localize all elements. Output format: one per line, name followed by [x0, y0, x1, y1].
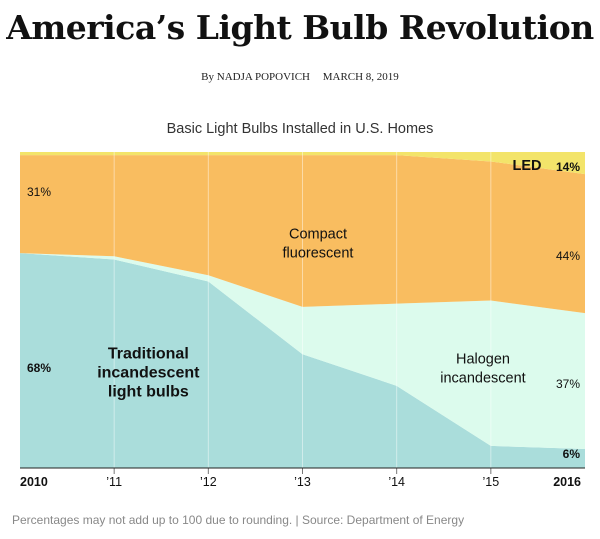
publish-date: MARCH 8, 2019 [322, 71, 399, 83]
stacked-area-chart: 2010 ’11 ’12 ’13 ’14 ’15 2016 Traditional incan… [20, 152, 585, 489]
x-tick-label: ’11 [106, 475, 122, 489]
footnote: Percentages may not add up to 100 due to… [12, 513, 465, 527]
byline: By NADJA POPOVICH MARCH 8, 2019 [0, 71, 600, 83]
value-label-right: 6% [563, 447, 581, 461]
series-label-compact-fluorescent: Compact fluorescent [283, 227, 354, 262]
series-label-halogen-incandescent: Halogen incandescent [440, 352, 525, 387]
series-label-line: LED [513, 158, 542, 174]
value-label-right: 44% [556, 249, 580, 263]
x-tick-label: ’14 [388, 475, 405, 489]
x-tick-label: ’13 [294, 475, 311, 489]
author[interactable]: By NADJA POPOVICH [201, 71, 310, 83]
area-traditional-incandescent-light-bulbs [20, 253, 585, 468]
series-label-line: Halogen [456, 352, 510, 368]
value-label-right: 14% [556, 160, 580, 174]
value-labels: 68% 31% 6% 37% 44% 14% [27, 160, 580, 461]
area-halogen-incandescent [20, 253, 585, 450]
series-label-line: Traditional [108, 346, 189, 363]
x-tick-labels: 2010 ’11 ’12 ’13 ’14 ’15 2016 [20, 475, 581, 489]
x-tick-label: 2010 [20, 475, 48, 489]
grid-layer [113, 152, 492, 474]
series-labels: Traditional incandescent light bulbs Haloge… [97, 158, 541, 401]
chart-title: Basic Light Bulbs Installed in U.S. Home… [166, 121, 434, 137]
series-label-traditional-incandescent-light-bulbs: Traditional incandescent light bulbs [97, 346, 200, 401]
series-label-line: incandescent [97, 365, 200, 382]
value-label-right: 37% [556, 377, 580, 391]
series-label-line: fluorescent [283, 246, 354, 262]
area-led [20, 152, 585, 175]
series-label-led: LED [513, 158, 542, 174]
series-label-line: light bulbs [108, 384, 189, 401]
area-layer [20, 152, 585, 468]
series-label-line: incandescent [440, 371, 525, 387]
area-compact-fluorescent [20, 155, 585, 314]
x-tick-label: ’12 [200, 475, 217, 489]
x-tick-label: 2016 [553, 475, 581, 489]
value-label-left: 31% [27, 185, 51, 199]
x-tick-label: ’15 [482, 475, 499, 489]
page-title: America’s Light Bulb Revolution [6, 8, 594, 47]
series-label-line: Compact [289, 227, 347, 243]
value-label-left: 68% [27, 361, 51, 375]
